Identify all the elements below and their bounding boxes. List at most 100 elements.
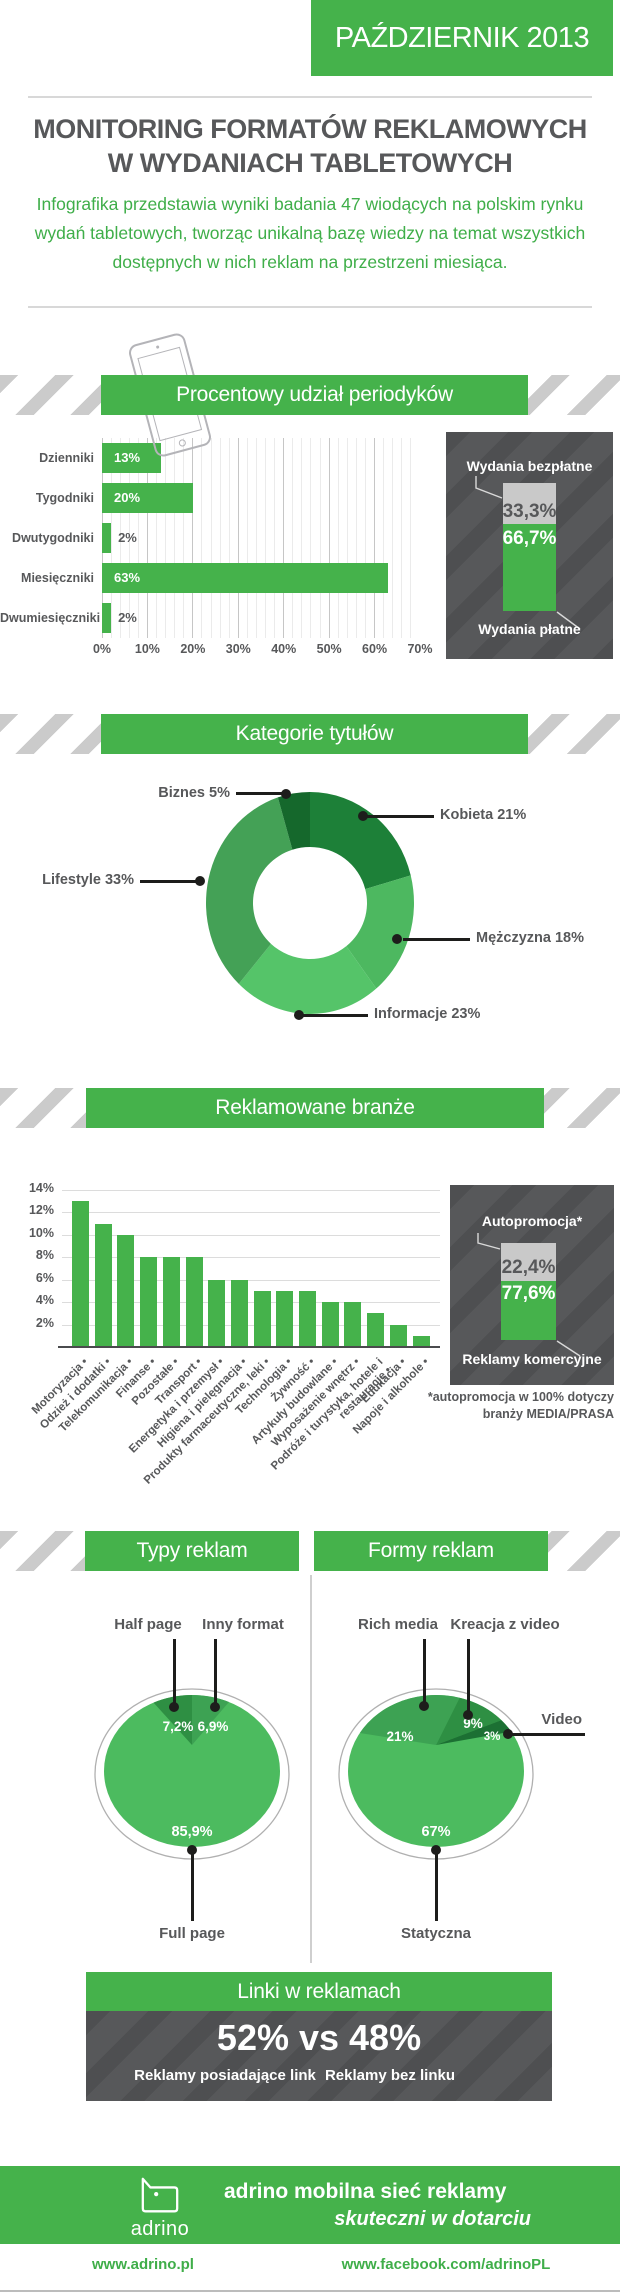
callout-dot — [294, 1010, 304, 1020]
connector-line — [477, 1233, 501, 1250]
gridline-h — [62, 1302, 440, 1304]
links-stat: 52% vs 48% — [216, 2017, 422, 2058]
pie2-value-statyczna: 67% — [421, 1824, 451, 1840]
x-axis-tick-label: 50% — [316, 642, 342, 656]
pie1-value-inny-format: 6,9% — [197, 1719, 229, 1734]
gridline-h — [62, 1234, 440, 1236]
donut-slice-kobieta — [310, 792, 411, 890]
bar — [367, 1313, 385, 1347]
adrino-site-link[interactable]: www.adrino.pl — [92, 2256, 194, 2273]
gridline-v — [156, 438, 157, 638]
connector-line — [556, 1340, 581, 1357]
bar-category-label: Dzienniki — [39, 451, 94, 465]
x-axis-tick-label: 20% — [180, 642, 206, 656]
bar-value-label: 63% — [114, 570, 141, 585]
free-editions-segment — [503, 483, 556, 524]
gridline-v — [265, 438, 267, 638]
links-with-label: Reklamy posiadające link — [134, 2067, 316, 2084]
callout-dot — [195, 876, 205, 886]
pie2-value-rich-media: 21% — [386, 1729, 414, 1744]
bar — [230, 1279, 248, 1347]
divider-line — [28, 306, 592, 308]
callout-dot — [463, 1710, 473, 1720]
pie-slice-half-page — [153, 1695, 192, 1745]
bar-value-label: 20% — [114, 490, 141, 505]
callout-dot — [210, 1702, 220, 1712]
callout-line — [303, 1014, 368, 1017]
autopromo-footnote-line2: branży MEDIA/PRASA — [482, 1407, 614, 1421]
bar — [321, 1302, 339, 1347]
section-banner-categories: Kategorie tytułów — [101, 714, 528, 754]
x-axis-tick-label: 0% — [92, 642, 112, 656]
bar — [140, 1257, 158, 1347]
donut-label-mezczyzna: Mężczyzna 18% — [476, 930, 584, 946]
connector-line — [556, 611, 581, 630]
gridline-h — [62, 1212, 440, 1214]
callout-line — [423, 1639, 426, 1703]
callout-line — [214, 1639, 217, 1705]
periodicals-chart: Dzienniki 13% Tygodniki 20% Dwutygodniki 2% Mi… — [0, 430, 450, 670]
pie-slice-kreacja-z-video — [436, 1697, 502, 1745]
callout-line — [367, 815, 434, 818]
bottom-line — [0, 2290, 620, 2292]
y-axis-tick-label: 8% — [35, 1248, 54, 1263]
bar-category-label: Tygodniki — [35, 491, 94, 505]
donut-slice-informacje — [238, 943, 377, 1014]
autopromo-segment — [501, 1243, 556, 1281]
bar — [102, 603, 112, 633]
autopromo-footnote-line1: *autopromocja w 100% dotyczy — [427, 1390, 614, 1404]
bar — [208, 1279, 226, 1347]
bar — [185, 1257, 203, 1347]
pie2-label-video: Video — [541, 1711, 582, 1728]
paid-editions-segment — [503, 524, 556, 611]
bar — [102, 443, 162, 473]
gridline-v — [301, 438, 303, 638]
bar — [162, 1257, 180, 1347]
y-axis-tick-label: 12% — [28, 1203, 54, 1218]
pie2-label-kreacja-z-video: Kreacja z video — [450, 1616, 560, 1633]
donut-label-lifestyle: Lifestyle 33% — [42, 872, 134, 888]
free-paid-connectors — [475, 476, 581, 630]
footer-tagline-bold: adrino mobilna sieć reklamy — [224, 2180, 507, 2203]
callout-line — [512, 1733, 585, 1736]
adrino-facebook-link[interactable]: www.facebook.com/adrinoPL — [341, 2256, 551, 2273]
free-editions-value: 33,3% — [502, 501, 557, 522]
gridline-h — [62, 1279, 440, 1281]
section-divider-line — [310, 1575, 312, 1963]
x-axis-tick-label: 60% — [362, 642, 388, 656]
tablet-camera-dot — [155, 345, 160, 349]
donut-label-biznes: Biznes 5% — [158, 785, 230, 801]
commercial-label: Reklamy komercyjne — [462, 1351, 602, 1367]
periodicals-plot — [102, 438, 420, 638]
paid-editions-value: 66,7% — [502, 528, 557, 549]
divider-line — [28, 96, 592, 98]
commercial-value: 77,6% — [501, 1283, 556, 1304]
callout-line — [236, 792, 282, 795]
industries-chart: 2%4%6%8%10%12%14%MotoryzacjaOdzież i dod… — [0, 1160, 446, 1510]
pies-svg — [94, 1688, 534, 1860]
gridline-v — [228, 438, 230, 638]
y-axis-tick-label: 4% — [35, 1293, 54, 1308]
gridline-v — [165, 438, 167, 638]
pie1-value-half-page: 7,2% — [162, 1719, 194, 1734]
bar — [94, 1223, 112, 1347]
section-banner-links: Linki w reklamach — [86, 1972, 552, 2011]
gridline-v — [274, 438, 276, 638]
callout-line — [173, 1639, 176, 1705]
bar — [412, 1335, 430, 1347]
adrino-logo-text: adrino — [130, 2218, 190, 2240]
y-axis-tick-label: 14% — [28, 1181, 54, 1195]
links-stats-box: 52% vs 48% Reklamy posiadające link Rekl… — [86, 2011, 552, 2101]
pie-slice-rich-media — [359, 1695, 460, 1745]
bar — [253, 1290, 271, 1347]
section-banner-ad-forms: Formy reklam — [314, 1531, 548, 1571]
pie1-label-full-page: Full page — [159, 1925, 225, 1942]
donut-slice-biznes — [277, 792, 310, 850]
bar-category-label: Miesięczniki — [21, 571, 94, 585]
callout-dot — [187, 1845, 197, 1855]
bar-category-label: Dwumiesięczniki — [0, 611, 101, 625]
gridline-v — [364, 438, 366, 638]
autopromo-label: Autopromocja* — [481, 1213, 583, 1229]
bar — [299, 1290, 316, 1347]
callout-line — [140, 880, 196, 883]
